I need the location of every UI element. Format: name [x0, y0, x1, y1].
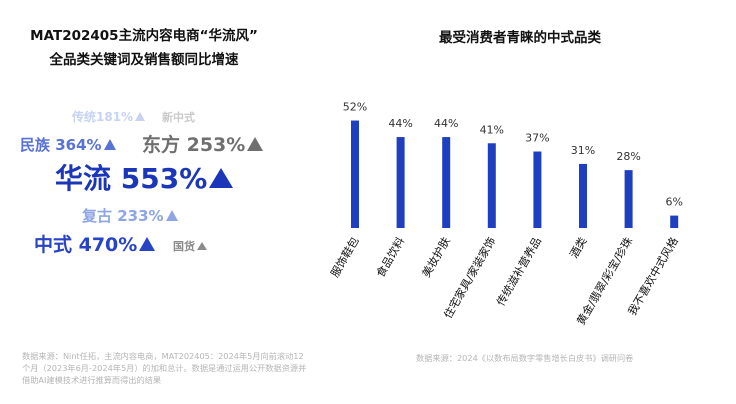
keyword-0: 传统181%	[72, 108, 146, 125]
up-triangle-icon	[197, 242, 207, 250]
value-label-3: 41%	[480, 123, 504, 136]
up-triangle-icon	[209, 168, 234, 188]
keyword-text: 国货	[173, 240, 195, 253]
keyword-text: 复古 233%	[82, 207, 164, 225]
keyword-3: 东方 253%	[142, 130, 264, 157]
keyword-text: 华流 553%	[55, 162, 208, 195]
value-label-5: 31%	[571, 144, 595, 157]
bar-7	[670, 215, 679, 228]
category-label-5: 酒类	[566, 235, 589, 261]
bar-3	[487, 143, 496, 228]
bar-6	[624, 170, 633, 228]
value-label-1: 44%	[388, 117, 412, 130]
keyword-text: 新中式	[162, 111, 195, 124]
bar-4	[533, 151, 542, 228]
keyword-6: 中式 470%	[34, 230, 156, 257]
value-label-4: 37%	[525, 132, 549, 145]
left-title-line-2: 全品类关键词及销售额同比增速	[49, 52, 239, 68]
up-triangle-icon	[247, 137, 264, 151]
up-triangle-icon	[135, 112, 146, 121]
bar-0	[351, 120, 359, 228]
up-triangle-icon	[139, 237, 156, 251]
keyword-4: 华流 553%	[55, 157, 234, 197]
category-label-4: 传统滋补营养品	[493, 235, 544, 309]
left-title-line-1: MAT202405主流内容电商“华流风”	[30, 28, 258, 44]
left-source-note: 数据来源：Nint任拓，主流内容电商，MAT202405：2024年5月向前滚动…	[22, 350, 352, 386]
left-source-line-1: 数据来源：Nint任拓，主流内容电商，MAT202405：2024年5月向前滚动…	[22, 351, 304, 361]
value-label-6: 28%	[616, 150, 640, 163]
category-label-0: 服饰鞋包	[330, 235, 362, 280]
chart-title: 最受消费者青睐的中式品类	[439, 30, 601, 46]
value-label-0: 52%	[343, 101, 367, 114]
keyword-text: 中式 470%	[34, 234, 138, 256]
up-triangle-icon	[103, 139, 116, 150]
bar-1	[396, 137, 405, 228]
bar-2	[442, 137, 451, 228]
left-panel-title: MAT202405主流内容电商“华流风” 全品类关键词及销售额同比增速	[10, 24, 278, 72]
bar-chart: 52%服饰鞋包44%食品饮料44%美妆护肤41%住宅家具/家装家饰37%传统滋补…	[330, 101, 683, 328]
right-source-note: 数据来源：2024《以数布局数字零售增长白皮书》调研问卷	[416, 353, 634, 363]
keyword-7: 国货	[173, 238, 207, 254]
category-label-1: 食品饮料	[373, 235, 407, 280]
category-label-2: 美妆护肤	[419, 235, 453, 280]
keyword-2: 民族 364%	[20, 134, 116, 155]
bar-5	[579, 163, 587, 228]
value-label-7: 6%	[665, 196, 682, 209]
left-source-line-3: 借助AI建模技术进行推算而得出的结果	[22, 375, 162, 385]
category-label-7: 我不喜欢中式风格	[625, 235, 681, 318]
keyword-5: 复古 233%	[82, 205, 178, 226]
keyword-1: 新中式	[162, 109, 195, 125]
up-triangle-icon	[165, 210, 178, 221]
value-label-2: 44%	[434, 117, 458, 130]
keyword-text: 东方 253%	[142, 134, 246, 156]
left-source-line-2: 个月（2023年6月-2024年5月）的加和总计。数据是通过运用公开数据资源并	[22, 363, 307, 373]
keyword-text: 传统181%	[72, 110, 134, 124]
keyword-text: 民族 364%	[20, 136, 102, 154]
